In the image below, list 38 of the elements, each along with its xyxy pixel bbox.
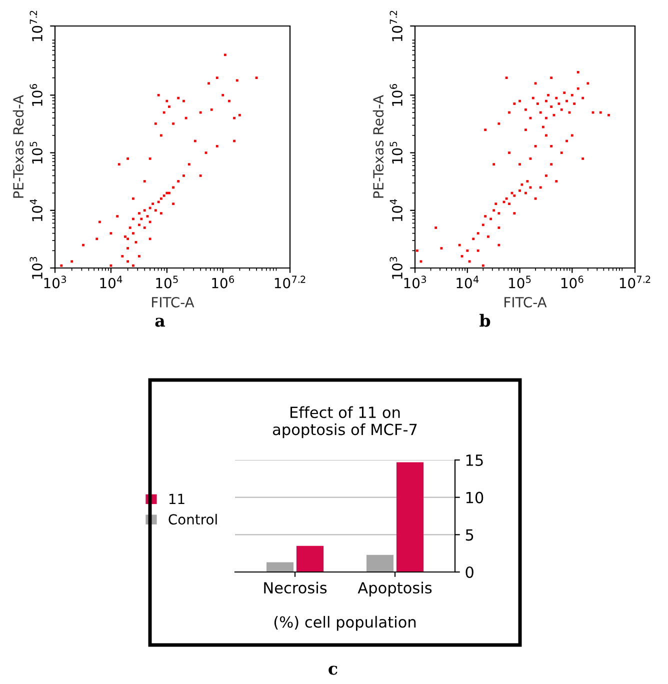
y-tick-label: 10$^{7.2}$ — [30, 10, 42, 42]
y-axis-title: PE-Texas Red-A — [372, 94, 384, 198]
y-tick-label: 5 — [466, 529, 474, 541]
y-tick-label: 10$^{6}$ — [30, 84, 42, 106]
y-tick-label: 0 — [466, 566, 474, 578]
y-tick-label: 10$^{4}$ — [390, 199, 402, 222]
legend-label: Control — [168, 514, 217, 525]
x-tick-label: 10$^{6}$ — [561, 276, 584, 288]
bar — [396, 462, 424, 572]
x-axis-title: FITC-A — [504, 296, 547, 308]
x-tick-label: 10$^{5}$ — [509, 276, 531, 288]
x-axis-title: (%) cell population — [274, 616, 416, 631]
x-tick-label: Apoptosis — [358, 582, 432, 597]
y-tick-label: 10$^{5}$ — [390, 142, 402, 164]
x-axis-title: FITC-A — [152, 296, 194, 308]
y-tick-label: 15 — [466, 454, 483, 466]
bar — [366, 554, 394, 572]
text: c — [328, 666, 338, 675]
x-tick-label: 10$^{6}$ — [212, 276, 234, 288]
x-tick-label: 10$^{7.2}$ — [620, 276, 650, 288]
x-tick-label: 10$^{4}$ — [100, 276, 122, 288]
x-tick-label: Necrosis — [264, 582, 327, 594]
chart-title: Effect of 11 on apoptosis of MCF-7 — [272, 406, 417, 438]
x-tick-label: 10$^{3}$ — [404, 276, 426, 288]
y-axis-title: PE-Texas Red-A — [12, 94, 24, 198]
legend-label: 11 — [169, 494, 184, 504]
x-tick-label: 10$^{5}$ — [156, 276, 178, 288]
y-tick-label: 10$^{7.2}$ — [390, 10, 402, 42]
bar — [296, 546, 324, 572]
bar — [266, 562, 294, 572]
text: a — [155, 318, 166, 327]
x-tick-label: 10$^{7.2}$ — [274, 276, 306, 288]
y-tick-label: 10$^{6}$ — [390, 84, 402, 106]
y-tick-label: 10$^{5}$ — [30, 142, 42, 164]
y-tick-label: 10$^{4}$ — [30, 199, 42, 222]
x-tick-label: 10$^{3}$ — [44, 276, 66, 288]
text: b — [480, 314, 490, 327]
y-tick-label: 10 — [466, 492, 484, 504]
